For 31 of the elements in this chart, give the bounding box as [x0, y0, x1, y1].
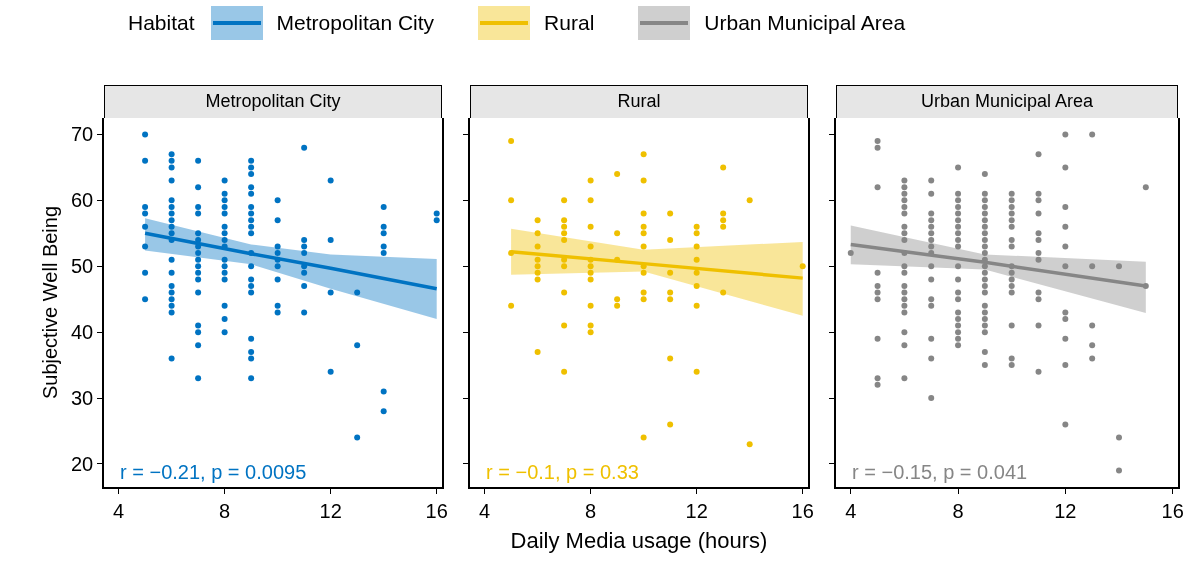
x-tick-label: 4 — [845, 499, 857, 522]
legend-label: Metropolitan City — [276, 11, 435, 35]
x-tick-label: 16 — [1161, 499, 1184, 522]
legend-label: Urban Municipal Area — [704, 11, 906, 35]
x-tick-label: 12 — [319, 499, 342, 522]
x-tick-label: 4 — [479, 499, 491, 522]
x-tick-label: 8 — [219, 499, 231, 522]
annotation: r = −0.21, p = 0.0095 — [120, 461, 307, 483]
x-tick-label: 8 — [952, 499, 964, 522]
y-tick-label: 70 — [71, 123, 94, 146]
x-tick-label: 12 — [1054, 499, 1077, 522]
line-series — [143, 231, 439, 291]
chart-title: Urban Municipal Area — [836, 85, 1178, 119]
y-tick-label: 30 — [71, 387, 94, 410]
x-tick-label: 12 — [685, 499, 708, 522]
x-tick-label: 4 — [113, 499, 125, 522]
y-tick-label: 20 — [71, 452, 94, 475]
y-axis-title: Subjective Well Being — [39, 205, 61, 400]
y-tick-label: 50 — [71, 255, 94, 278]
legend-title: Habitat — [128, 11, 195, 35]
x-tick-label: 16 — [425, 499, 448, 522]
y-tick-label: 60 — [71, 189, 94, 212]
legend-label: Rural — [544, 11, 595, 35]
annotation: r = −0.15, p = 0.041 — [852, 461, 1028, 483]
y-tick-label: 40 — [71, 321, 94, 344]
x-tick-label: 16 — [791, 499, 814, 522]
annotation: r = −0.1, p = 0.33 — [486, 461, 639, 483]
x-tick-label: 8 — [585, 499, 597, 522]
chart-title: Metropolitan City — [104, 85, 442, 119]
x-axis-title: Daily Media usage (hours) — [510, 528, 768, 554]
chart-title: Rural — [470, 85, 808, 119]
